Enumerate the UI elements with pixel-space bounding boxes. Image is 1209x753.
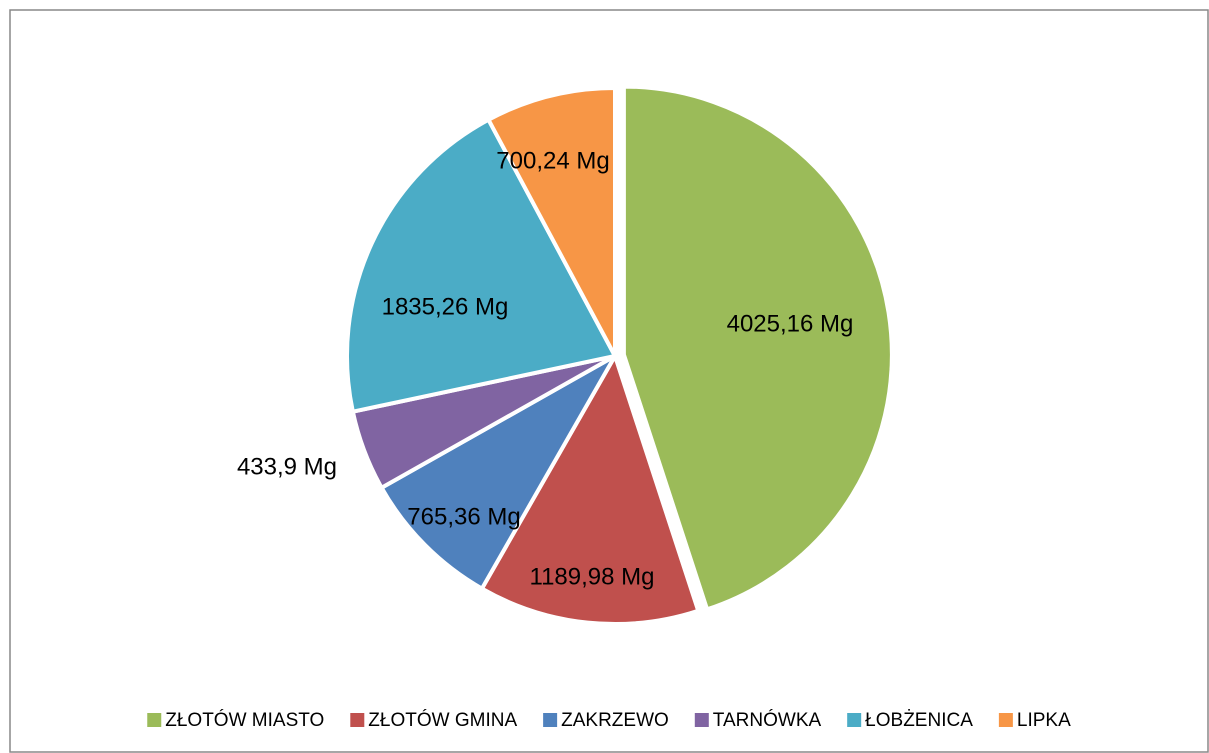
pie-slice xyxy=(345,117,619,415)
legend-label: ZAKRZEWO xyxy=(561,710,669,731)
legend-label: LIPKA xyxy=(1017,710,1071,731)
legend-label: ZŁOTÓW GMINA xyxy=(368,709,517,731)
legend-swatch xyxy=(998,713,1013,727)
pie-slice xyxy=(621,84,894,612)
data-label: 700,24 Mg xyxy=(496,147,609,174)
legend-label: TARNÓWKA xyxy=(713,709,822,731)
pie-slice xyxy=(479,351,701,626)
data-label: 433,9 Mg xyxy=(237,453,337,480)
legend-swatch xyxy=(694,713,709,727)
data-label: 1835,26 Mg xyxy=(382,293,509,320)
data-label: 765,36 Mg xyxy=(407,503,520,530)
legend-swatch xyxy=(543,713,558,727)
data-label: 1189,98 Mg xyxy=(530,563,655,590)
legend-swatch xyxy=(350,713,365,727)
pie-slice xyxy=(485,85,617,357)
data-label: 4025,16 Mg xyxy=(727,310,854,337)
legend-swatch xyxy=(147,713,162,727)
pie-slice xyxy=(378,350,621,592)
legend-label: ZŁOTÓW MIASTO xyxy=(165,709,324,731)
legend-swatch xyxy=(847,713,862,727)
legend-label: ŁOBŻENICA xyxy=(865,710,973,731)
